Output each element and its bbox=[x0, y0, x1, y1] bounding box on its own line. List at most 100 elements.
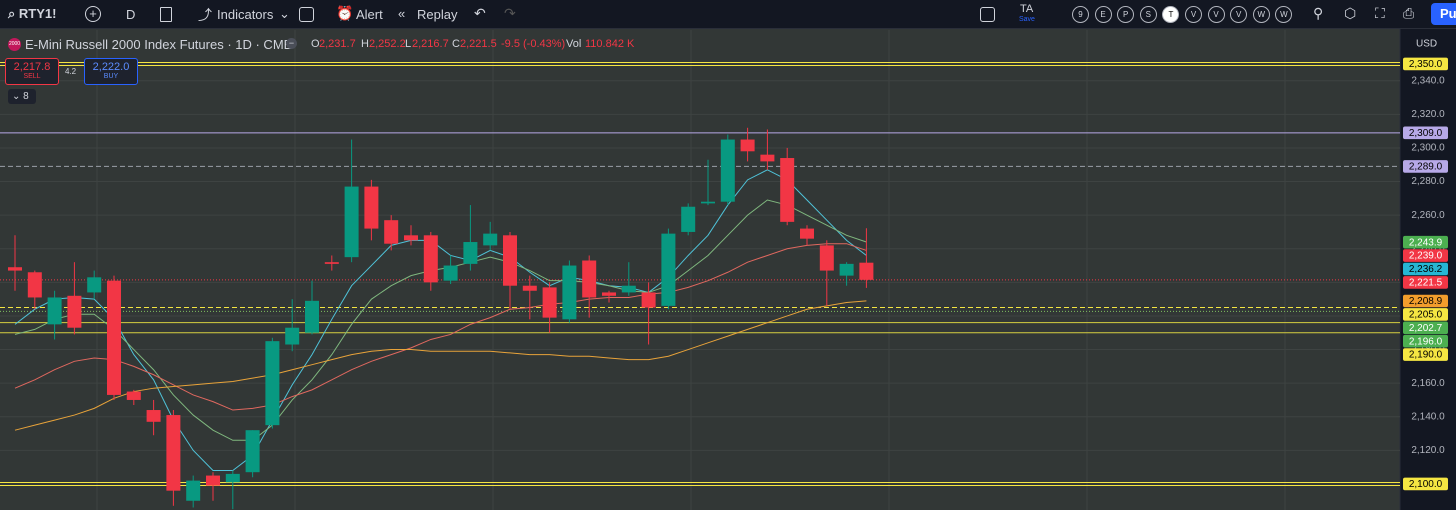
candle-body bbox=[443, 265, 458, 281]
save[interactable]: Save bbox=[1019, 16, 1035, 23]
vol-label: Vol bbox=[566, 38, 582, 50]
candle-body bbox=[602, 292, 616, 296]
candle-body bbox=[107, 280, 121, 395]
zoom[interactable]: ⚲ bbox=[1313, 5, 1324, 21]
sell-price[interactable]: 2,217.8 bbox=[13, 61, 51, 73]
replay[interactable]: Replay bbox=[417, 7, 458, 22]
moving-average bbox=[14, 243, 867, 411]
indicators-icon[interactable]: ⤴ bbox=[198, 7, 212, 23]
price-label: 2,100.0 bbox=[1409, 479, 1443, 490]
price-label-bg bbox=[1403, 308, 1448, 321]
candle-body bbox=[404, 235, 418, 241]
dropdown[interactable]: ⌄ bbox=[279, 6, 290, 21]
candle-body bbox=[740, 139, 755, 152]
indicator-count[interactable]: 8 bbox=[23, 91, 29, 102]
chart-type[interactable] bbox=[160, 7, 172, 22]
candle-body bbox=[344, 186, 359, 258]
candle-body bbox=[225, 473, 240, 483]
chart-background bbox=[0, 29, 1400, 510]
candle-body bbox=[641, 292, 656, 308]
grid bbox=[96, 30, 1286, 510]
candle-body bbox=[384, 220, 399, 244]
indicator-toggle[interactable]: ⌄ 8 bbox=[8, 89, 36, 104]
moving-average bbox=[14, 199, 867, 441]
candle-body bbox=[621, 285, 636, 293]
add-symbol[interactable]: + bbox=[85, 6, 101, 22]
toolbar: ⌕ RTY1! + D ⤴ Indicators ⌄ ⏰ Alert « Rep… bbox=[0, 0, 1456, 29]
price-label: 2,236.2 bbox=[1409, 264, 1443, 275]
replay-icon[interactable]: « bbox=[398, 6, 406, 21]
watch-circle[interactable]: 9 bbox=[1072, 6, 1089, 23]
watch-circle[interactable]: P bbox=[1117, 6, 1135, 23]
symbol-search[interactable]: ⌕ RTY1! bbox=[8, 6, 57, 21]
publish[interactable]: Pub bbox=[1431, 3, 1456, 25]
buy-button[interactable]: 2,222.0 BUY bbox=[84, 58, 138, 85]
watch-circle[interactable]: T bbox=[1162, 6, 1180, 23]
watch-circle[interactable]: S bbox=[1139, 6, 1157, 23]
candle-body bbox=[324, 262, 339, 264]
alert[interactable]: Alert bbox=[356, 7, 383, 22]
o-value: 2,231.7 bbox=[319, 38, 356, 50]
alert-icon[interactable]: ⏰ bbox=[336, 5, 354, 21]
watch-circle[interactable]: V bbox=[1207, 6, 1225, 23]
watch-circle[interactable]: W bbox=[1275, 6, 1293, 23]
price-label: 2,196.0 bbox=[1409, 336, 1443, 347]
watch-circle[interactable]: V bbox=[1230, 6, 1248, 23]
price-label-bg bbox=[1403, 57, 1448, 71]
candle-body bbox=[423, 235, 438, 283]
ta[interactable]: TA bbox=[1020, 3, 1034, 15]
candle-body bbox=[166, 415, 181, 491]
price-label-bg bbox=[1403, 321, 1448, 335]
price-label: 2,289.0 bbox=[1409, 162, 1443, 173]
symbol[interactable]: RTY1! bbox=[18, 6, 57, 21]
candle-body bbox=[542, 287, 557, 318]
candle-body bbox=[720, 139, 735, 202]
buy-price[interactable]: 2,222.0 bbox=[92, 61, 130, 73]
logo: 2000 bbox=[8, 38, 21, 51]
y-tick-label: 2,320.0 bbox=[1411, 109, 1445, 120]
fullscreen[interactable]: ⛶ bbox=[1375, 5, 1385, 21]
watch-circle[interactable]: W bbox=[1252, 6, 1270, 23]
snapshot[interactable]: ⎙ bbox=[1403, 5, 1415, 21]
redo[interactable]: ↷ bbox=[504, 5, 516, 21]
price-label: 2,243.9 bbox=[1409, 237, 1443, 248]
undo[interactable]: ↶ bbox=[474, 5, 486, 21]
layouts[interactable] bbox=[299, 7, 314, 22]
candle-body bbox=[483, 233, 498, 246]
candle-body bbox=[760, 154, 775, 162]
watch-circle[interactable]: E bbox=[1094, 6, 1112, 23]
candle-body bbox=[859, 262, 874, 280]
candle-body bbox=[265, 341, 280, 426]
l-value: 2,216.7 bbox=[412, 38, 449, 50]
y-tick-label: 2,240.0 bbox=[1411, 243, 1445, 254]
candle-body bbox=[27, 272, 42, 298]
candle-body bbox=[522, 285, 537, 291]
price-label-bg bbox=[1403, 276, 1448, 289]
buy-label[interactable]: BUY bbox=[103, 73, 119, 80]
sell-button[interactable]: 2,217.8 SELL bbox=[5, 58, 59, 85]
interval[interactable]: D bbox=[126, 7, 136, 22]
instrument-title: E-Mini Russell 2000 Index Futures · 1D ·… bbox=[25, 37, 293, 52]
indicators[interactable]: Indicators bbox=[217, 7, 274, 22]
candle-body bbox=[839, 263, 854, 276]
settings[interactable]: ⬡ bbox=[1344, 5, 1357, 21]
watch-circle[interactable]: V bbox=[1185, 6, 1202, 23]
spread: 4.2 bbox=[65, 67, 77, 76]
y-tick-label: 2,340.0 bbox=[1411, 75, 1445, 86]
price-label: 2,221.5 bbox=[1409, 278, 1443, 289]
c-value: 2,221.5 bbox=[460, 38, 497, 50]
price-label-bg bbox=[1403, 235, 1448, 249]
l-label: L bbox=[405, 38, 412, 50]
candle-body bbox=[305, 300, 319, 333]
currency[interactable]: USD bbox=[1416, 39, 1437, 50]
candle-body bbox=[126, 391, 141, 400]
c-label: C bbox=[452, 38, 460, 50]
sell-label[interactable]: SELL bbox=[23, 73, 41, 80]
o-label: O bbox=[311, 38, 320, 50]
fullscreen-box[interactable] bbox=[980, 7, 995, 22]
collapse[interactable]: − bbox=[286, 38, 297, 49]
y-tick-label: 2,160.0 bbox=[1411, 378, 1445, 389]
vol-value: 110.842 K bbox=[585, 38, 635, 50]
candle-body bbox=[819, 245, 834, 271]
y-tick-label: 2,300.0 bbox=[1411, 143, 1445, 154]
